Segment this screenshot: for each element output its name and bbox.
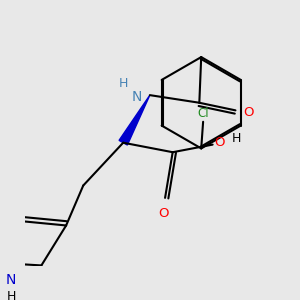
Text: O: O — [243, 106, 254, 119]
Text: O: O — [214, 136, 225, 149]
Polygon shape — [119, 95, 150, 145]
Text: N: N — [6, 273, 16, 287]
Text: Cl: Cl — [197, 107, 209, 120]
Text: H: H — [232, 132, 241, 146]
Text: H: H — [118, 77, 128, 90]
Text: N: N — [131, 90, 142, 104]
Text: O: O — [158, 207, 168, 220]
Text: H: H — [6, 290, 16, 300]
